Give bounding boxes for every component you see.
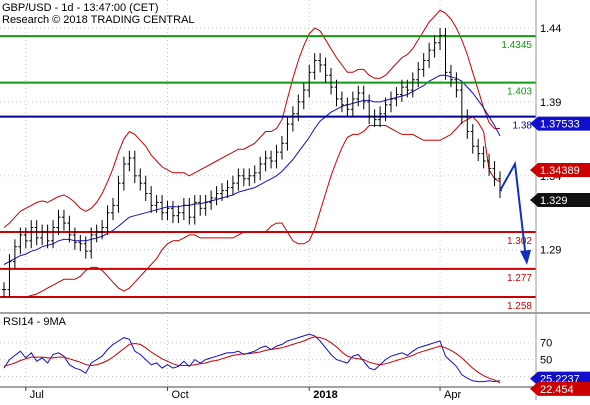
rsi-tick-label: 50 <box>540 355 552 367</box>
price-tick-label: 1.39 <box>540 97 561 109</box>
rsi-line <box>3 333 501 383</box>
level-label-pivot: 1.38 <box>513 121 533 132</box>
support-resistance-layer: 1.4345 1.403 1.38 1.302 1.277 1.258 <box>0 35 536 312</box>
time-tick-label: Oct <box>172 389 189 400</box>
band-value-tag-label: 1.34389 <box>540 165 580 177</box>
chart-title: GBP/USD - 1d - 13:47:00 (CET) <box>2 2 159 14</box>
projection-arrowhead <box>520 249 531 265</box>
last-price-tag-box <box>530 193 590 208</box>
time-tick-label: 2018 <box>313 389 337 400</box>
rsi-title: RSI14 - 9MA <box>3 316 67 328</box>
grid-layer <box>0 0 536 387</box>
chart-copyright: Research © 2018 TRADING CENTRAL <box>2 14 195 26</box>
level-label-s2: 1.277 <box>507 273 532 284</box>
price-layer <box>2 28 531 297</box>
rsi-layer <box>3 333 501 384</box>
level-label-r1: 1.4345 <box>501 40 532 51</box>
last-price-tag-label: 1.329 <box>540 195 568 207</box>
bollinger-upper-band <box>3 9 500 228</box>
bollinger-band-layer <box>3 9 501 298</box>
band-value-tag-box <box>530 163 590 178</box>
rsi-ma-value-tag-box <box>530 381 590 396</box>
ma-value-tag-box <box>530 116 590 131</box>
rsi-tick-label: 70 <box>540 338 552 350</box>
time-tick-label: Jul <box>30 389 44 400</box>
time-tick-label: Apr <box>444 389 461 400</box>
level-label-r2: 1.403 <box>507 87 532 98</box>
rsi-ma-value-tag-label: 22.454 <box>540 384 574 396</box>
rsi-ma-line <box>3 336 501 384</box>
moving-average-line <box>3 74 501 265</box>
price-tick-label: 1.29 <box>540 245 561 257</box>
projection-path <box>499 160 527 260</box>
ma-value-tag-label: 1.37533 <box>540 119 580 131</box>
level-label-s1: 1.302 <box>507 236 532 247</box>
level-label-s3: 1.258 <box>507 301 532 312</box>
price-tick-label: 1.44 <box>540 23 561 35</box>
